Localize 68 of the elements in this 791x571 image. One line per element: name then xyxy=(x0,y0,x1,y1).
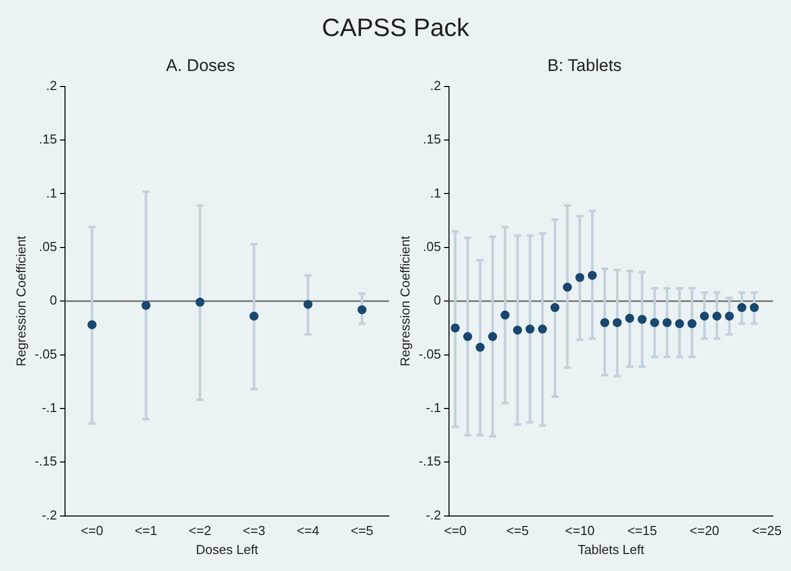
x-tick-label: <=25 xyxy=(752,523,782,538)
point xyxy=(538,324,547,334)
point xyxy=(526,324,534,334)
x-tick-label: <=3 xyxy=(242,523,266,538)
x-tick-label: <=5 xyxy=(350,523,374,538)
point xyxy=(142,300,150,310)
y-tick-label: .2 xyxy=(46,78,57,93)
chart-subtitle: A. Doses xyxy=(166,56,235,75)
y-tick-label: 0 xyxy=(50,292,57,308)
point xyxy=(688,319,696,328)
chart-title: CAPSS Pack xyxy=(320,14,470,43)
x-tick-label: <=10 xyxy=(565,523,595,538)
point xyxy=(638,314,647,324)
y-tick-label: -.15 xyxy=(418,454,441,469)
point xyxy=(476,342,485,352)
y-tick-label: -.1 xyxy=(426,400,441,416)
y-tick-label: .1 xyxy=(430,185,441,200)
point xyxy=(304,300,312,309)
x-tick-label: <=1 xyxy=(134,523,158,538)
point xyxy=(750,303,759,312)
point xyxy=(562,282,572,292)
point xyxy=(600,318,610,328)
y-tick-label: -.2 xyxy=(42,507,57,522)
y-tick-label: -.1 xyxy=(42,400,57,416)
point xyxy=(625,314,634,323)
point xyxy=(513,326,522,335)
x-tick-label: <=20 xyxy=(690,523,720,538)
point xyxy=(575,272,584,282)
y-tick-label: .1 xyxy=(46,185,57,200)
x-axis-title: Doses Left xyxy=(196,542,258,557)
point xyxy=(612,318,622,328)
point xyxy=(712,312,722,321)
y-tick-label: -.15 xyxy=(34,454,57,469)
point xyxy=(550,303,560,312)
x-tick-label: <=2 xyxy=(188,523,212,538)
point xyxy=(588,270,597,280)
point xyxy=(358,305,366,314)
point xyxy=(488,332,498,342)
point xyxy=(500,310,510,320)
y-tick-label: -.2 xyxy=(426,507,441,522)
point xyxy=(650,318,660,328)
y-axis-title: Regression Coefficient xyxy=(13,235,28,366)
x-tick-label: <=0 xyxy=(80,523,104,538)
point xyxy=(737,303,746,312)
point xyxy=(196,298,204,307)
point xyxy=(662,318,672,328)
x-tick-label: <=15 xyxy=(627,523,657,538)
y-tick-label: .2 xyxy=(430,78,441,93)
point xyxy=(88,320,96,330)
point xyxy=(675,319,684,328)
point xyxy=(724,312,734,321)
x-axis-title: Tablets Left xyxy=(578,542,645,557)
point xyxy=(700,312,709,321)
x-tick-label: <=0 xyxy=(444,523,466,538)
y-tick-label: .15 xyxy=(38,132,57,147)
x-tick-label: <=5 xyxy=(506,523,529,538)
point xyxy=(250,312,258,321)
point xyxy=(450,323,460,332)
x-tick-label: <=4 xyxy=(296,523,320,538)
y-tick-label: .05 xyxy=(38,239,57,254)
y-tick-label: .15 xyxy=(422,132,441,147)
chart-subtitle: B: Tablets xyxy=(547,56,622,75)
y-tick-label: 0 xyxy=(434,292,441,308)
point xyxy=(463,332,472,342)
y-tick-label: .05 xyxy=(422,239,441,254)
y-tick-label: -.05 xyxy=(34,346,57,362)
y-axis-title: Regression Coefficient xyxy=(397,235,412,366)
y-tick-label: -.05 xyxy=(418,346,441,362)
